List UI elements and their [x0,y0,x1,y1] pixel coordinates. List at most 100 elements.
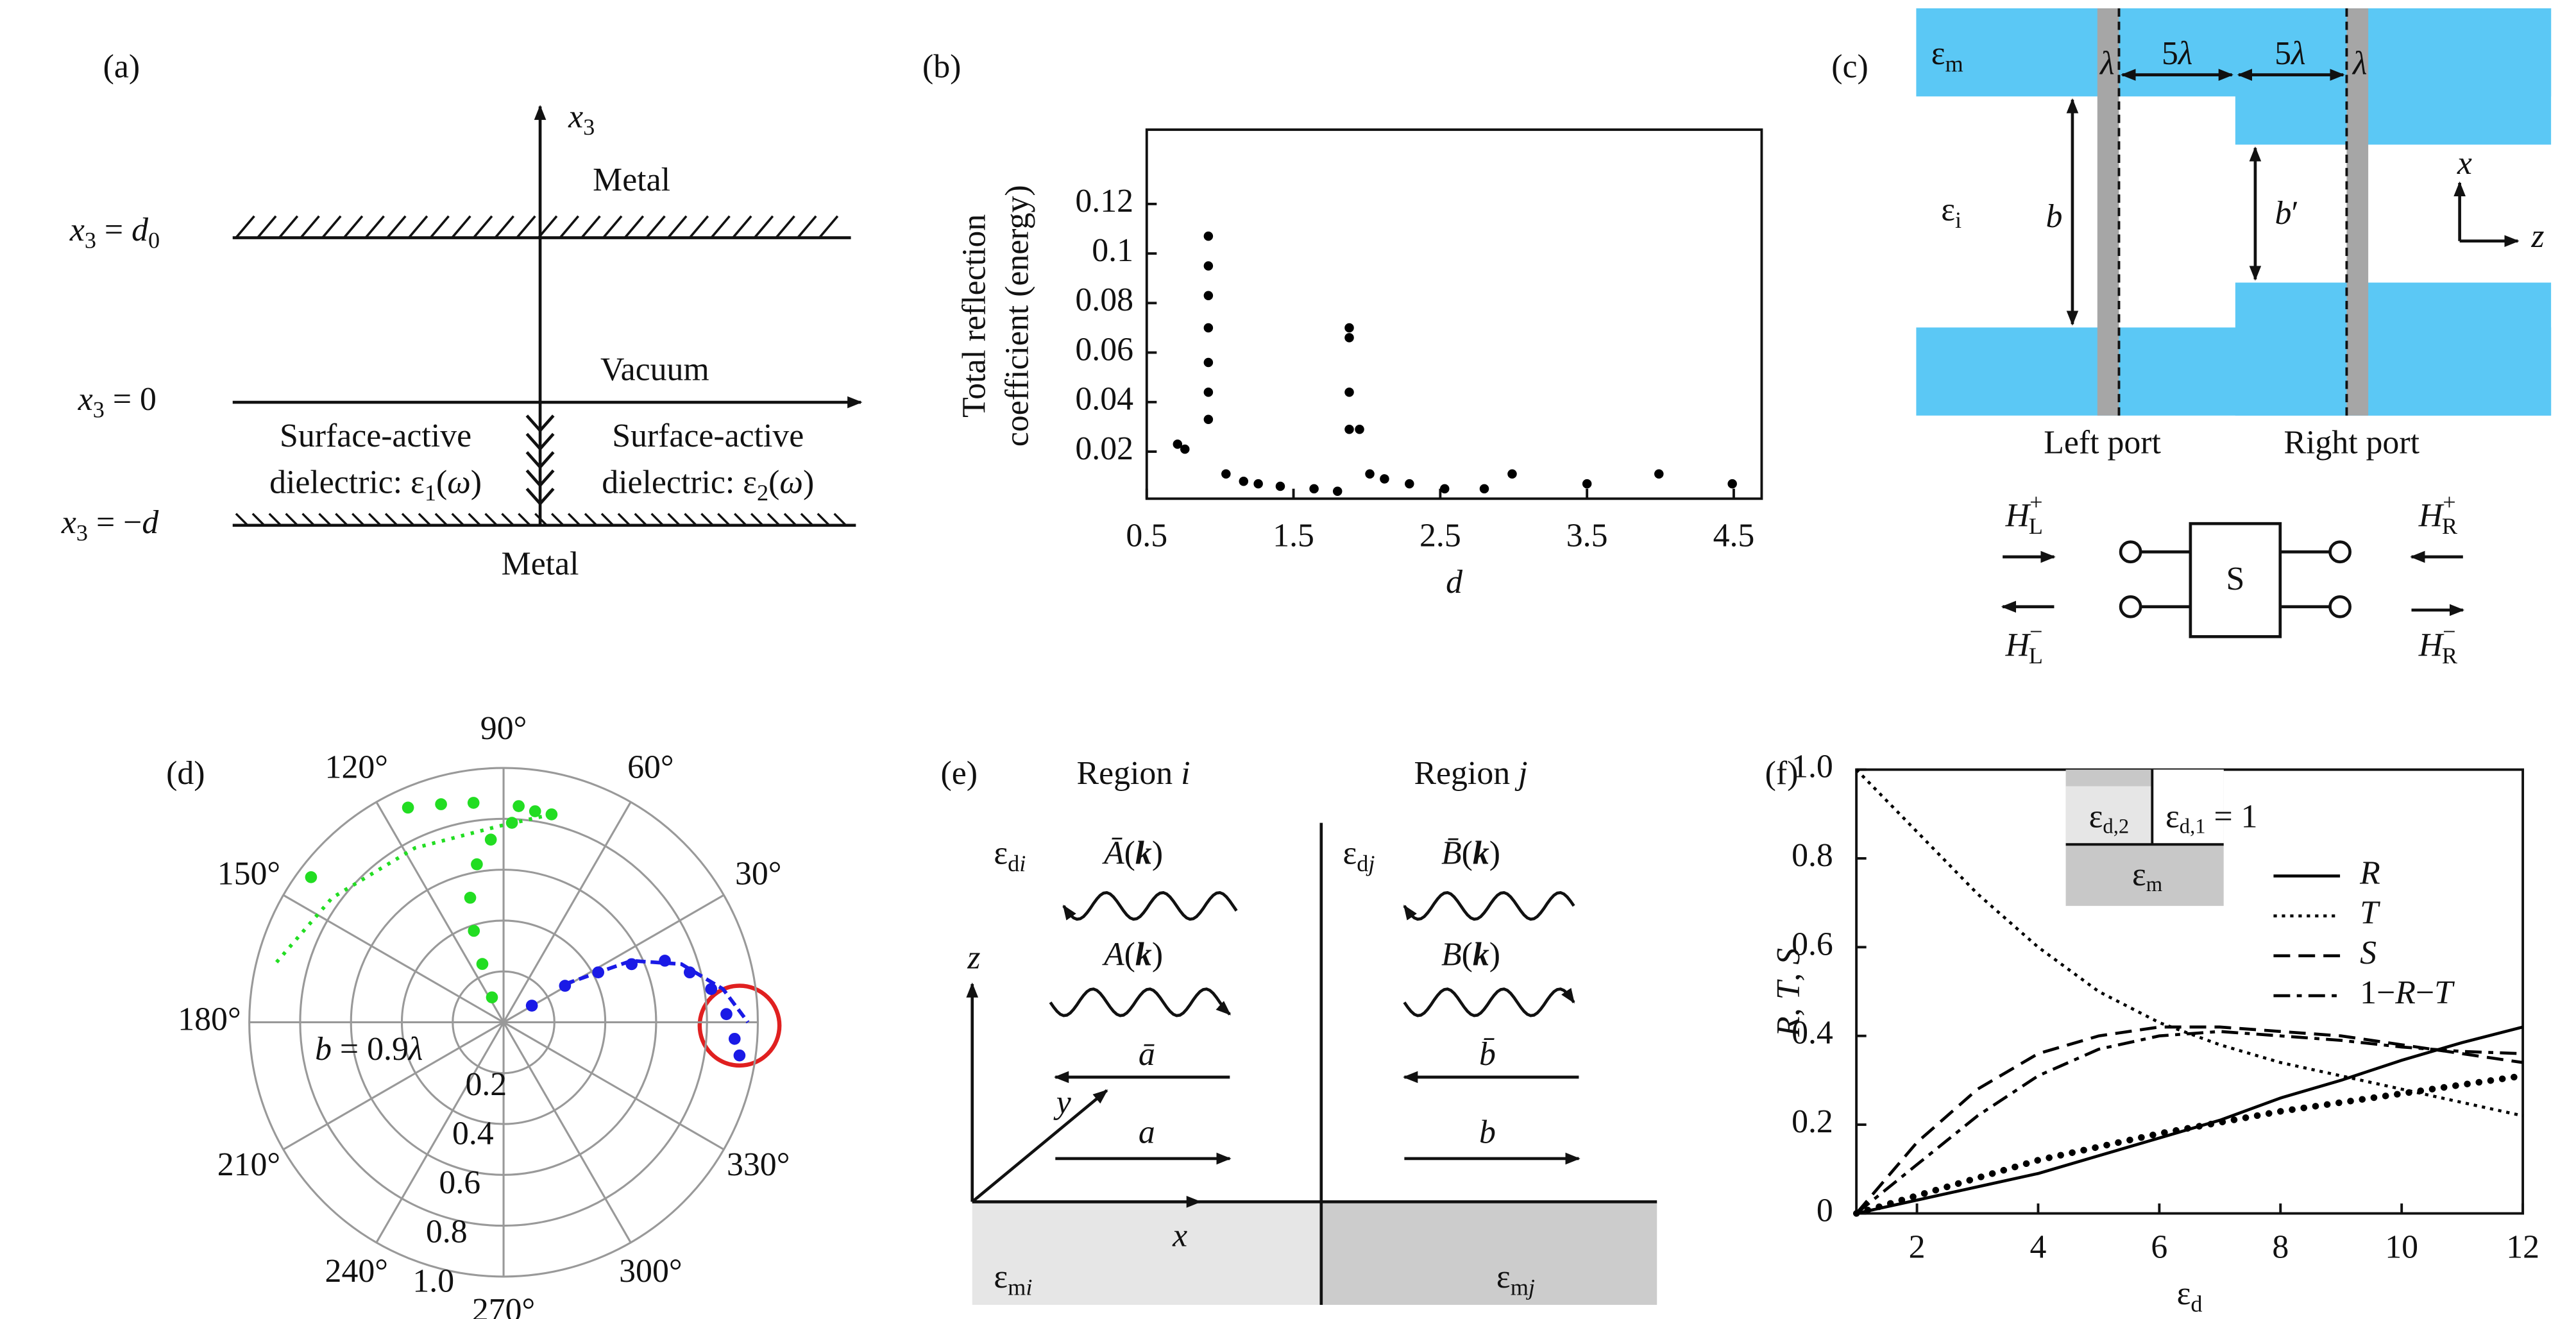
r-tick-label: 0.2 [465,1066,507,1103]
text-part: ( [1124,936,1135,973]
hatch [710,215,731,239]
hatch [534,513,548,526]
y-tick-label: 0.1 [1092,232,1133,269]
text-part: B [1441,936,1462,973]
text-part: m [2146,874,2162,897]
hatch [285,513,298,526]
hatch [645,215,666,239]
point [1173,439,1183,449]
panel-label: (b) [922,49,961,85]
point [1203,357,1214,368]
hatch [559,215,580,239]
label: x [1172,1217,1187,1254]
text-part: ) [1489,835,1500,871]
text-part: d,2 [2103,815,2129,838]
series-line [1852,1072,2527,1217]
annotation: b = 0.9λ [315,1031,423,1068]
text-part: λ [2351,46,2367,82]
text-part: ω [447,464,471,500]
text-part: = 0.9 [332,1031,409,1068]
text-part: i [1026,1275,1032,1300]
label: Region j [1414,755,1528,792]
text-part: k [1473,936,1489,973]
inset-label: εm [2132,856,2162,897]
theta-tick-label: 180° [178,1001,241,1037]
hatch [407,215,428,239]
text-part: ε [1941,192,1955,228]
point [733,1049,746,1062]
text-part: i [1181,755,1190,792]
terminal [2328,595,2351,618]
inset-box [2152,769,2224,845]
text-part: R [2442,643,2458,668]
text-part: k [1135,936,1152,973]
label: x3 = 0 [78,381,157,423]
label: εm [1931,35,1963,77]
highlight-circle [697,983,782,1068]
text-part: ε [994,1259,1008,1295]
hatch [567,513,581,526]
theta-grid [503,894,725,1023]
r-tick-label: 0.8 [426,1214,468,1250]
text-part: 2 [757,480,768,506]
series-line [1855,1030,2523,1215]
waveguide-bottom-right [2235,282,2552,416]
text-part: x [78,381,93,418]
curve [273,812,552,967]
y-tick-label: 1.0 [1792,749,1833,785]
s-box [2189,522,2282,638]
text-part: = 0 [105,381,157,418]
text-part: R [2442,513,2458,539]
y-tick-label: 0.12 [1075,183,1133,219]
hatch [551,513,564,526]
text-part: + [2029,489,2042,515]
text-part: ε [1931,35,1945,72]
text-part: 3 [76,520,88,546]
y-axis-label: R, T, S [1770,948,1807,1037]
theta-tick-label: 330° [727,1146,790,1183]
text-part: = 1 [2206,798,2258,835]
hatch [818,215,839,239]
wave [1049,987,1232,1017]
theta-tick-label: 120° [325,749,388,786]
theta-grid [282,894,504,1023]
legend-label: T [2360,895,2380,932]
chevron [525,451,555,470]
inset-label: εd,1 = 1 [2165,798,2258,838]
text-part: ) [1152,936,1163,973]
text-part: 5 [2275,35,2291,72]
y-axis-label: coefficient (energy) [999,185,1036,447]
inset [2065,769,2224,906]
point [525,1000,538,1012]
hatch [301,513,315,526]
point [1344,333,1354,343]
text-part: 1 [425,480,436,506]
label: x3 = d0 [69,212,160,253]
text-part: 0 [148,228,160,253]
y-tick-label: 0.6 [1792,926,1833,962]
point [471,858,483,871]
panel-label: (e) [940,755,978,792]
hatch [321,215,342,239]
text-part: ( [1462,835,1473,871]
text-part: d [1008,851,1019,876]
hatch [468,513,481,526]
text-part: ε [2089,798,2103,835]
label: εdj [1343,835,1375,876]
point [1203,323,1214,333]
label: 5λ [2275,35,2305,72]
text-part: m [1945,51,1963,77]
point [1727,479,1737,489]
text-part: ′ [2291,195,2298,232]
point [464,892,477,904]
label: A(k) [1102,936,1163,973]
label: Surface-active [612,418,804,454]
chevron [525,488,555,506]
text-part: z [2530,218,2544,255]
text-part: − [2443,619,2455,645]
point [1275,481,1285,491]
text-part: y [1053,1084,1072,1121]
text-part: R [2359,855,2380,891]
theta-tick-label: 210° [217,1146,280,1183]
point [1365,469,1375,479]
